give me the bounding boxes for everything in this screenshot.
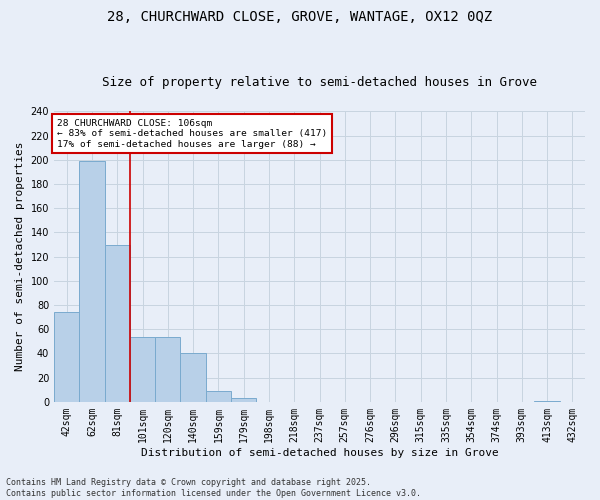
Bar (79, 161, 104, 402)
Bar (181, 354, 206, 402)
Y-axis label: Number of semi-detached properties: Number of semi-detached properties (15, 142, 25, 372)
Bar (206, 391, 231, 402)
Bar (535, 400, 560, 402)
Text: 28, CHURCHWARD CLOSE, GROVE, WANTAGE, OX12 0QZ: 28, CHURCHWARD CLOSE, GROVE, WANTAGE, OX… (107, 10, 493, 24)
Bar (104, 244, 130, 402)
Bar (130, 336, 155, 402)
Bar (231, 398, 256, 402)
Text: Contains HM Land Registry data © Crown copyright and database right 2025.
Contai: Contains HM Land Registry data © Crown c… (6, 478, 421, 498)
Bar (54, 312, 79, 402)
X-axis label: Distribution of semi-detached houses by size in Grove: Distribution of semi-detached houses by … (140, 448, 499, 458)
Bar (155, 336, 181, 402)
Text: 28 CHURCHWARD CLOSE: 106sqm
← 83% of semi-detached houses are smaller (417)
17% : 28 CHURCHWARD CLOSE: 106sqm ← 83% of sem… (56, 119, 327, 148)
Title: Size of property relative to semi-detached houses in Grove: Size of property relative to semi-detach… (102, 76, 537, 90)
